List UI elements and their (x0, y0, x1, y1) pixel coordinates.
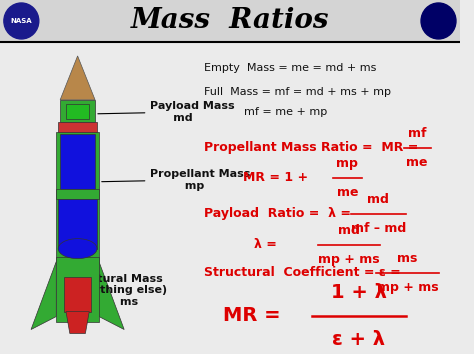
Text: λ =: λ = (254, 238, 282, 251)
Bar (66, 104, 89, 119)
Text: 1 + λ: 1 + λ (331, 282, 387, 302)
Bar (56, 257, 99, 321)
Text: mp + ms: mp + ms (377, 281, 438, 293)
Bar (64, 276, 91, 312)
Text: mp + ms: mp + ms (319, 253, 380, 266)
Text: NASA: NASA (10, 18, 32, 24)
Text: Empty  Mass = me = md + ms: Empty Mass = me = md + ms (204, 63, 376, 73)
Text: MR =: MR = (223, 306, 288, 325)
Polygon shape (66, 312, 89, 333)
Bar (56, 132, 99, 262)
Text: Payload Mass
      md: Payload Mass md (98, 101, 235, 122)
Polygon shape (99, 262, 124, 330)
Bar (0, 0, 460, 42)
Text: Full  Mass = mf = md + ms + mp: Full Mass = mf = md + ms + mp (204, 87, 391, 97)
Bar (58, 199, 97, 249)
Bar (60, 100, 95, 122)
Text: md: md (367, 193, 389, 206)
Polygon shape (31, 262, 56, 330)
Text: Structural  Coefficient = ε =: Structural Coefficient = ε = (204, 266, 405, 279)
Circle shape (421, 3, 456, 39)
Text: mf: mf (408, 127, 427, 140)
Text: MR = 1 +: MR = 1 + (243, 171, 312, 184)
Text: mf = me + mp: mf = me + mp (245, 107, 328, 117)
Text: Propellant Mass Ratio =  MR =: Propellant Mass Ratio = MR = (204, 141, 422, 154)
Text: Payload  Ratio =  λ =: Payload Ratio = λ = (204, 207, 355, 220)
Circle shape (4, 3, 39, 39)
Text: Propellant Mass
         mp: Propellant Mass mp (102, 169, 251, 190)
Text: Structural Mass
(everything else)
        ms: Structural Mass (everything else) ms (60, 274, 167, 307)
Ellipse shape (58, 239, 97, 259)
Text: md: md (338, 224, 360, 237)
Text: mf – md: mf – md (351, 222, 406, 235)
Text: ε + λ: ε + λ (332, 330, 385, 349)
Bar (60, 134, 95, 189)
Text: Mass  Ratios: Mass Ratios (131, 7, 329, 34)
Text: ms: ms (397, 252, 418, 264)
Text: me: me (406, 156, 428, 169)
Polygon shape (60, 56, 95, 100)
Text: mp: mp (337, 157, 358, 170)
Bar (58, 122, 97, 132)
Text: me: me (337, 186, 358, 199)
Bar (56, 189, 99, 199)
